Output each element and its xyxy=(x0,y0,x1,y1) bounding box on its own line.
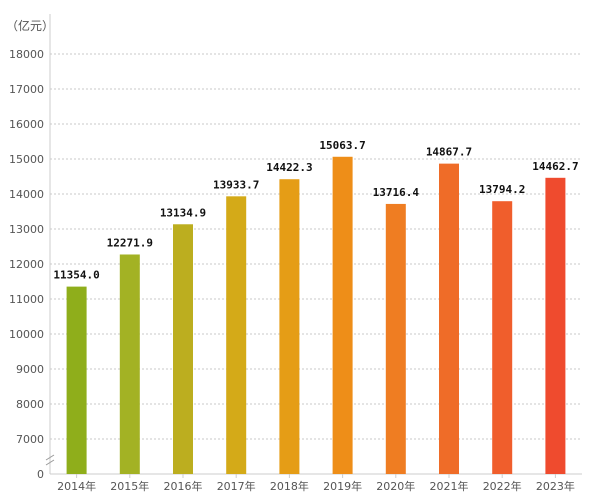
bar xyxy=(385,203,406,474)
y-tick-label: 8000 xyxy=(16,398,44,411)
x-tick-label: 2016年 xyxy=(164,479,203,493)
data-label: 13794.2 xyxy=(479,183,525,196)
y-axis: 0 7000 8000 9000 10000 11000 12000 13000 14000 15… xyxy=(9,14,55,481)
bar xyxy=(439,163,459,474)
bar xyxy=(332,156,353,474)
x-tick-label: 2017年 xyxy=(217,479,256,493)
y-tick-label: 9000 xyxy=(16,363,44,376)
bar xyxy=(66,286,87,474)
y-tick-label: 7000 xyxy=(16,433,44,446)
bar xyxy=(119,254,140,474)
data-label: 15063.7 xyxy=(319,139,365,152)
y-tick-label: 14000 xyxy=(9,188,44,201)
y-tick-label: 0 xyxy=(37,468,44,481)
data-label: 14867.7 xyxy=(426,146,472,159)
bar xyxy=(279,179,300,475)
bar xyxy=(545,177,566,475)
bar xyxy=(173,224,193,474)
data-label: 12271.9 xyxy=(107,236,153,249)
x-tick-label: 2019年 xyxy=(323,479,362,493)
data-label: 13134.9 xyxy=(160,206,206,219)
bar xyxy=(226,196,247,474)
y-tick-label: 17000 xyxy=(9,83,44,96)
x-tick-label: 2020年 xyxy=(376,479,415,493)
bar xyxy=(492,201,513,474)
data-labels: 11354.0 12271.9 13134.9 13933.7 14422.3 15063… xyxy=(53,139,578,282)
x-tick-label: 2018年 xyxy=(270,479,309,493)
y-tick-label: 13000 xyxy=(9,223,44,236)
y-axis-unit-label: （亿元） xyxy=(6,18,54,33)
data-label: 14462.7 xyxy=(532,160,578,173)
axis-break-mark xyxy=(45,454,55,466)
x-tick-label: 2014年 xyxy=(57,479,96,493)
y-tick-label: 16000 xyxy=(9,118,44,131)
x-tick-label: 2022年 xyxy=(483,479,522,493)
y-tick-label: 15000 xyxy=(9,153,44,166)
y-tick-label: 11000 xyxy=(9,293,44,306)
y-tick-label: 10000 xyxy=(9,328,44,341)
y-tick-label: 18000 xyxy=(9,48,44,61)
bars xyxy=(66,156,566,475)
y-tick-label: 12000 xyxy=(9,258,44,271)
data-label: 13716.4 xyxy=(373,186,420,199)
x-tick-label: 2023年 xyxy=(536,479,575,493)
data-label: 11354.0 xyxy=(53,269,99,282)
x-tick-label: 2021年 xyxy=(430,479,469,493)
x-tick-label: 2015年 xyxy=(110,479,149,493)
data-label: 13933.7 xyxy=(213,178,259,191)
x-axis: 2014年 2015年 2016年 2017年 2018年 2019年 2020年 2021年… xyxy=(50,473,582,493)
data-label: 14422.3 xyxy=(266,161,312,174)
